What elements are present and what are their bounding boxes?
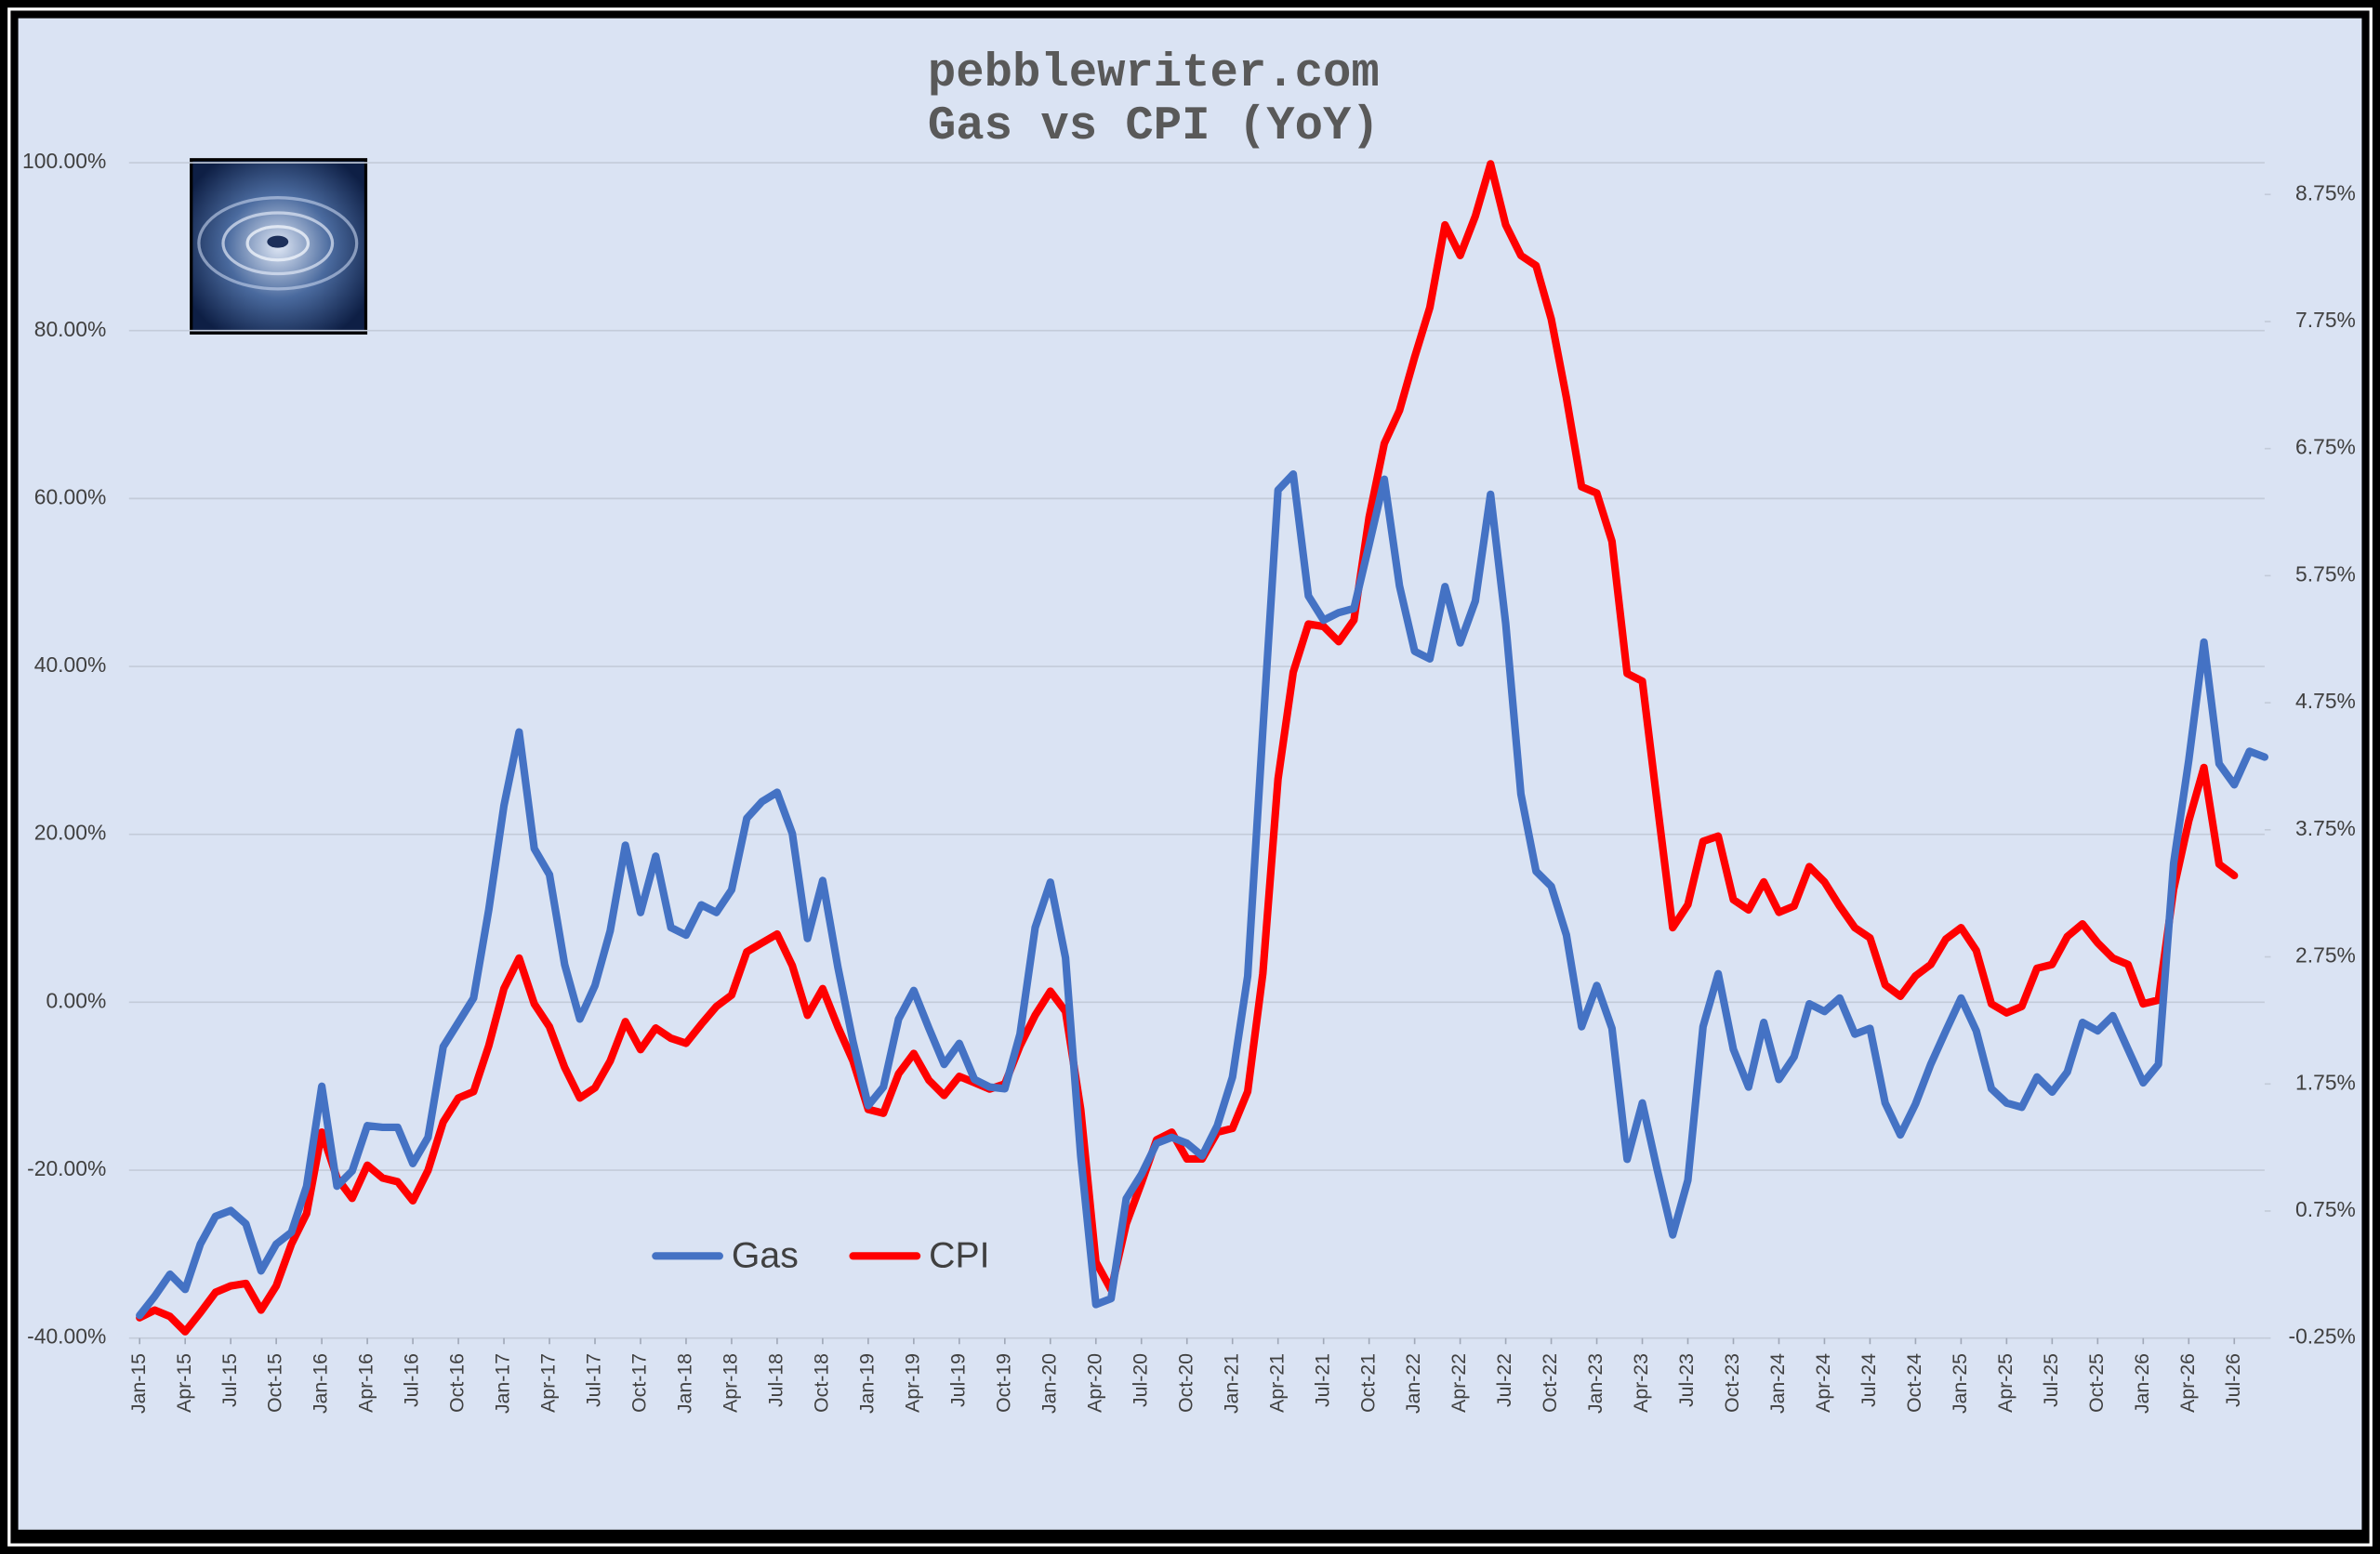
x-tick-label: Jul-22 xyxy=(1493,1353,1515,1407)
chart-title: pebblewriter.com xyxy=(928,47,1380,100)
x-tick-label: Apr-19 xyxy=(901,1353,923,1413)
x-tick-label: Apr-15 xyxy=(173,1353,195,1413)
x-tick-label: Apr-25 xyxy=(1994,1353,2016,1413)
series-line xyxy=(136,470,2268,1320)
plot-background xyxy=(18,18,2362,1530)
x-tick-label: Jan-21 xyxy=(1220,1353,1242,1414)
x-tick-label: Oct-17 xyxy=(628,1353,651,1413)
x-tick-label: Oct-16 xyxy=(446,1353,469,1413)
y2-tick-label: 5.75% xyxy=(2295,561,2356,586)
x-tick-label: Oct-20 xyxy=(1174,1353,1197,1413)
y2-tick-label: 6.75% xyxy=(2295,435,2356,459)
y2-tick-label: 2.75% xyxy=(2295,943,2356,968)
x-tick-label: Jul-26 xyxy=(2222,1353,2244,1407)
x-tick-label: Apr-17 xyxy=(537,1353,560,1413)
x-tick-label: Oct-23 xyxy=(1721,1353,1743,1413)
y2-tick-label: 3.75% xyxy=(2295,816,2356,840)
x-tick-label: Oct-18 xyxy=(811,1353,833,1413)
x-tick-label: Apr-18 xyxy=(720,1353,742,1413)
x-tick-label: Jan-22 xyxy=(1402,1353,1424,1414)
x-tick-label: Jul-16 xyxy=(401,1353,423,1407)
x-tick-label: Jul-15 xyxy=(218,1353,241,1407)
x-tick-label: Jan-19 xyxy=(856,1353,879,1414)
x-tick-label: Apr-20 xyxy=(1083,1353,1105,1413)
y2-tick-label: 1.75% xyxy=(2295,1070,2356,1094)
logo xyxy=(190,158,368,335)
x-tick-label: Oct-25 xyxy=(2085,1353,2108,1413)
chart-subtitle: Gas vs CPI (YoY) xyxy=(928,100,1380,153)
y-tick-label: 60.00% xyxy=(34,484,107,508)
x-tick-label: Jan-15 xyxy=(127,1353,150,1414)
y2-tick-label: 0.75% xyxy=(2295,1197,2356,1221)
x-tick-label: Jan-24 xyxy=(1766,1353,1789,1414)
y2-tick-label: 7.75% xyxy=(2295,308,2356,332)
x-tick-label: Jul-17 xyxy=(583,1353,605,1407)
x-tick-label: Jul-19 xyxy=(946,1353,969,1407)
x-tick-label: Jan-23 xyxy=(1584,1353,1606,1414)
x-tick-label: Apr-24 xyxy=(1812,1353,1834,1413)
y-tick-label: 20.00% xyxy=(34,821,107,845)
y2-tick-label: 4.75% xyxy=(2295,689,2356,713)
x-tick-label: Jul-25 xyxy=(2040,1353,2062,1407)
y-tick-label: -40.00% xyxy=(27,1324,106,1349)
y2-tick-label: -0.25% xyxy=(2288,1324,2355,1349)
x-tick-label: Apr-16 xyxy=(355,1353,377,1413)
legend-label: CPI xyxy=(929,1234,989,1275)
x-tick-label: Jul-23 xyxy=(1675,1353,1698,1407)
x-tick-label: Jan-26 xyxy=(2131,1353,2153,1414)
x-tick-label: Oct-24 xyxy=(1903,1353,1925,1413)
x-tick-label: Oct-22 xyxy=(1539,1353,1561,1413)
x-tick-label: Oct-19 xyxy=(992,1353,1014,1413)
x-tick-label: Jan-25 xyxy=(1949,1353,1971,1414)
x-tick-label: Apr-21 xyxy=(1265,1353,1288,1413)
x-tick-label: Jul-24 xyxy=(1858,1353,1880,1407)
y-tick-label: 0.00% xyxy=(46,988,106,1012)
x-tick-label: Oct-21 xyxy=(1356,1353,1379,1413)
x-tick-label: Jan-16 xyxy=(310,1353,332,1414)
x-tick-label: Jan-17 xyxy=(492,1353,514,1414)
y-tick-label: 100.00% xyxy=(22,149,106,173)
x-tick-label: Jul-21 xyxy=(1311,1353,1333,1407)
y-tick-label: 80.00% xyxy=(34,317,107,341)
x-tick-label: Apr-23 xyxy=(1630,1353,1652,1413)
x-tick-label: Jan-20 xyxy=(1038,1353,1060,1414)
x-tick-label: Apr-22 xyxy=(1448,1353,1470,1413)
x-tick-label: Jan-18 xyxy=(674,1353,696,1414)
legend-label: Gas xyxy=(732,1234,799,1275)
y-tick-label: 40.00% xyxy=(34,652,107,677)
x-tick-label: Oct-15 xyxy=(264,1353,286,1413)
y2-tick-label: 8.75% xyxy=(2295,180,2356,204)
x-tick-label: Apr-26 xyxy=(2176,1353,2199,1413)
series-line xyxy=(136,160,2239,1336)
frame-line xyxy=(7,7,2373,1547)
x-tick-label: Jul-18 xyxy=(765,1353,787,1407)
x-tick-label: Jul-20 xyxy=(1129,1353,1151,1407)
y-tick-label: -20.00% xyxy=(27,1156,106,1180)
